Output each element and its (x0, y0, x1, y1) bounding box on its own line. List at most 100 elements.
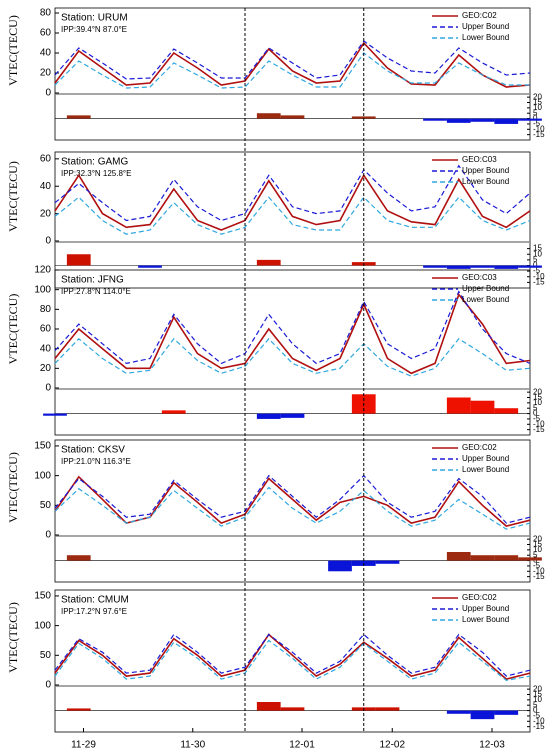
y-tick-label: 100 (34, 284, 51, 295)
legend-label: GEO:C02 (462, 11, 497, 20)
series-line (54, 164, 531, 222)
station-ipp: IPP:17.2°N 97.6°E (61, 607, 127, 616)
anomaly-y-tick-label: 15 (533, 393, 542, 402)
legend-label: Upper Bound (462, 454, 509, 463)
plot-frame (54, 269, 531, 436)
series-line (54, 290, 531, 365)
anomaly-y-tick-label: -15 (533, 572, 545, 581)
series-line (54, 474, 531, 524)
anomaly-bar (494, 118, 519, 124)
anomaly-y-tick-label: 10 (533, 545, 542, 554)
anomaly-y-tick-label: 20 (533, 534, 542, 543)
y-tick-label: 0 (45, 530, 51, 541)
anomaly-bar (280, 707, 305, 711)
anomaly-y-tick-label: -5 (533, 266, 541, 275)
anomaly-y-tick-label: -10 (533, 716, 545, 725)
series-line (54, 292, 531, 375)
plot-frame (54, 589, 531, 733)
y-tick-label: 40 (40, 343, 52, 354)
y-tick-label: 20 (40, 363, 52, 374)
legend-label: Lower Bound (462, 177, 509, 186)
anomaly-y-tick-label: 0 (533, 706, 538, 715)
y-tick-label: 40 (40, 48, 52, 59)
y-tick-label: 40 (40, 181, 52, 192)
anomaly-y-tick-label: 10 (533, 398, 542, 407)
y-tick-label: 100 (34, 620, 51, 631)
anomaly-bar (446, 118, 471, 123)
legend-label: GEO:C03 (462, 155, 497, 164)
series-line (54, 52, 530, 89)
anomaly-bar (43, 413, 67, 416)
anomaly-y-tick-label: 5 (533, 700, 538, 709)
series-line (54, 639, 531, 681)
anomaly-bar (470, 118, 495, 122)
y-tick-label: 100 (34, 470, 51, 481)
x-tick-label: 12-01 (289, 740, 315, 751)
anomaly-y-tick-label: -10 (533, 566, 545, 575)
anomaly-bar (446, 265, 471, 269)
anomaly-bar (494, 555, 519, 561)
y-tick-label: 50 (40, 650, 52, 661)
legend-label: Upper Bound (462, 22, 509, 31)
anomaly-y-tick-label: 5 (533, 550, 538, 559)
legend-label: Lower Bound (462, 295, 509, 304)
y-tick-label: 60 (40, 28, 52, 39)
anomaly-bar (256, 259, 281, 266)
anomaly-bar (138, 265, 162, 268)
legend-label: GEO:C03 (462, 273, 497, 282)
series-line (54, 41, 531, 88)
y-axis-label: VTEC(TECU) (6, 294, 20, 365)
series-line (54, 633, 531, 680)
anomaly-bar (280, 115, 305, 119)
anomaly-bar (256, 113, 281, 119)
anomaly-bar (446, 710, 471, 714)
x-tick-label: 11-30 (180, 740, 205, 751)
anomaly-y-tick-label: -10 (533, 124, 545, 133)
anomaly-y-tick-label: -5 (533, 711, 541, 720)
y-axis-label: VTEC(TECU) (6, 15, 20, 86)
anomaly-bar (423, 265, 447, 268)
y-axis-label: VTEC(TECU) (6, 161, 20, 232)
y-tick-label: 20 (40, 68, 52, 79)
anomaly-bar (518, 265, 542, 268)
anomaly-bar (494, 408, 519, 414)
plot-frame (54, 7, 531, 141)
anomaly-y-tick-label: -15 (533, 425, 545, 434)
anomaly-bar (518, 118, 542, 121)
anomaly-bar (161, 410, 186, 414)
anomaly-y-tick-label: -10 (533, 419, 545, 428)
y-tick-label: 60 (40, 324, 52, 335)
legend-label: GEO:C02 (462, 593, 497, 602)
y-tick-label: 150 (34, 441, 51, 452)
legend-label: Upper Bound (462, 166, 509, 175)
anomaly-y-tick-label: 20 (533, 684, 542, 693)
station-title: Station: GAMG (61, 157, 128, 168)
anomaly-bar (470, 710, 495, 720)
anomaly-y-tick-label: 15 (533, 690, 542, 699)
anomaly-y-tick-label: -5 (533, 119, 541, 128)
anomaly-bar (256, 702, 281, 711)
station-ipp: IPP:39.4°N 87.0°E (61, 25, 127, 34)
station-title: Station: CMUM (61, 595, 129, 606)
anomaly-bar (470, 265, 495, 268)
anomaly-y-tick-label: -5 (533, 561, 541, 570)
y-tick-label: 0 (45, 236, 51, 247)
anomaly-bar (66, 555, 91, 561)
y-tick-label: 0 (45, 88, 51, 99)
x-tick-label: 12-03 (479, 740, 505, 751)
station-ipp: IPP:21.0°N 116.3°E (61, 457, 131, 466)
y-tick-label: 0 (45, 383, 51, 394)
y-tick-label: 50 (40, 500, 52, 511)
legend-label: Lower Bound (462, 33, 509, 42)
anomaly-bar (518, 557, 542, 561)
anomaly-bar (423, 118, 447, 121)
anomaly-bar (375, 560, 400, 564)
anomaly-y-tick-label: 15 (533, 540, 542, 549)
x-tick-label: 12-02 (379, 740, 405, 751)
series-line (54, 173, 531, 231)
anomaly-y-tick-label: 0 (533, 409, 538, 418)
station-ipp: IPP:27.8°N 114.0°E (61, 287, 131, 296)
y-tick-label: 20 (40, 208, 52, 219)
y-axis-label: VTEC(TECU) (6, 452, 20, 523)
anomaly-y-tick-label: 10 (533, 249, 542, 258)
